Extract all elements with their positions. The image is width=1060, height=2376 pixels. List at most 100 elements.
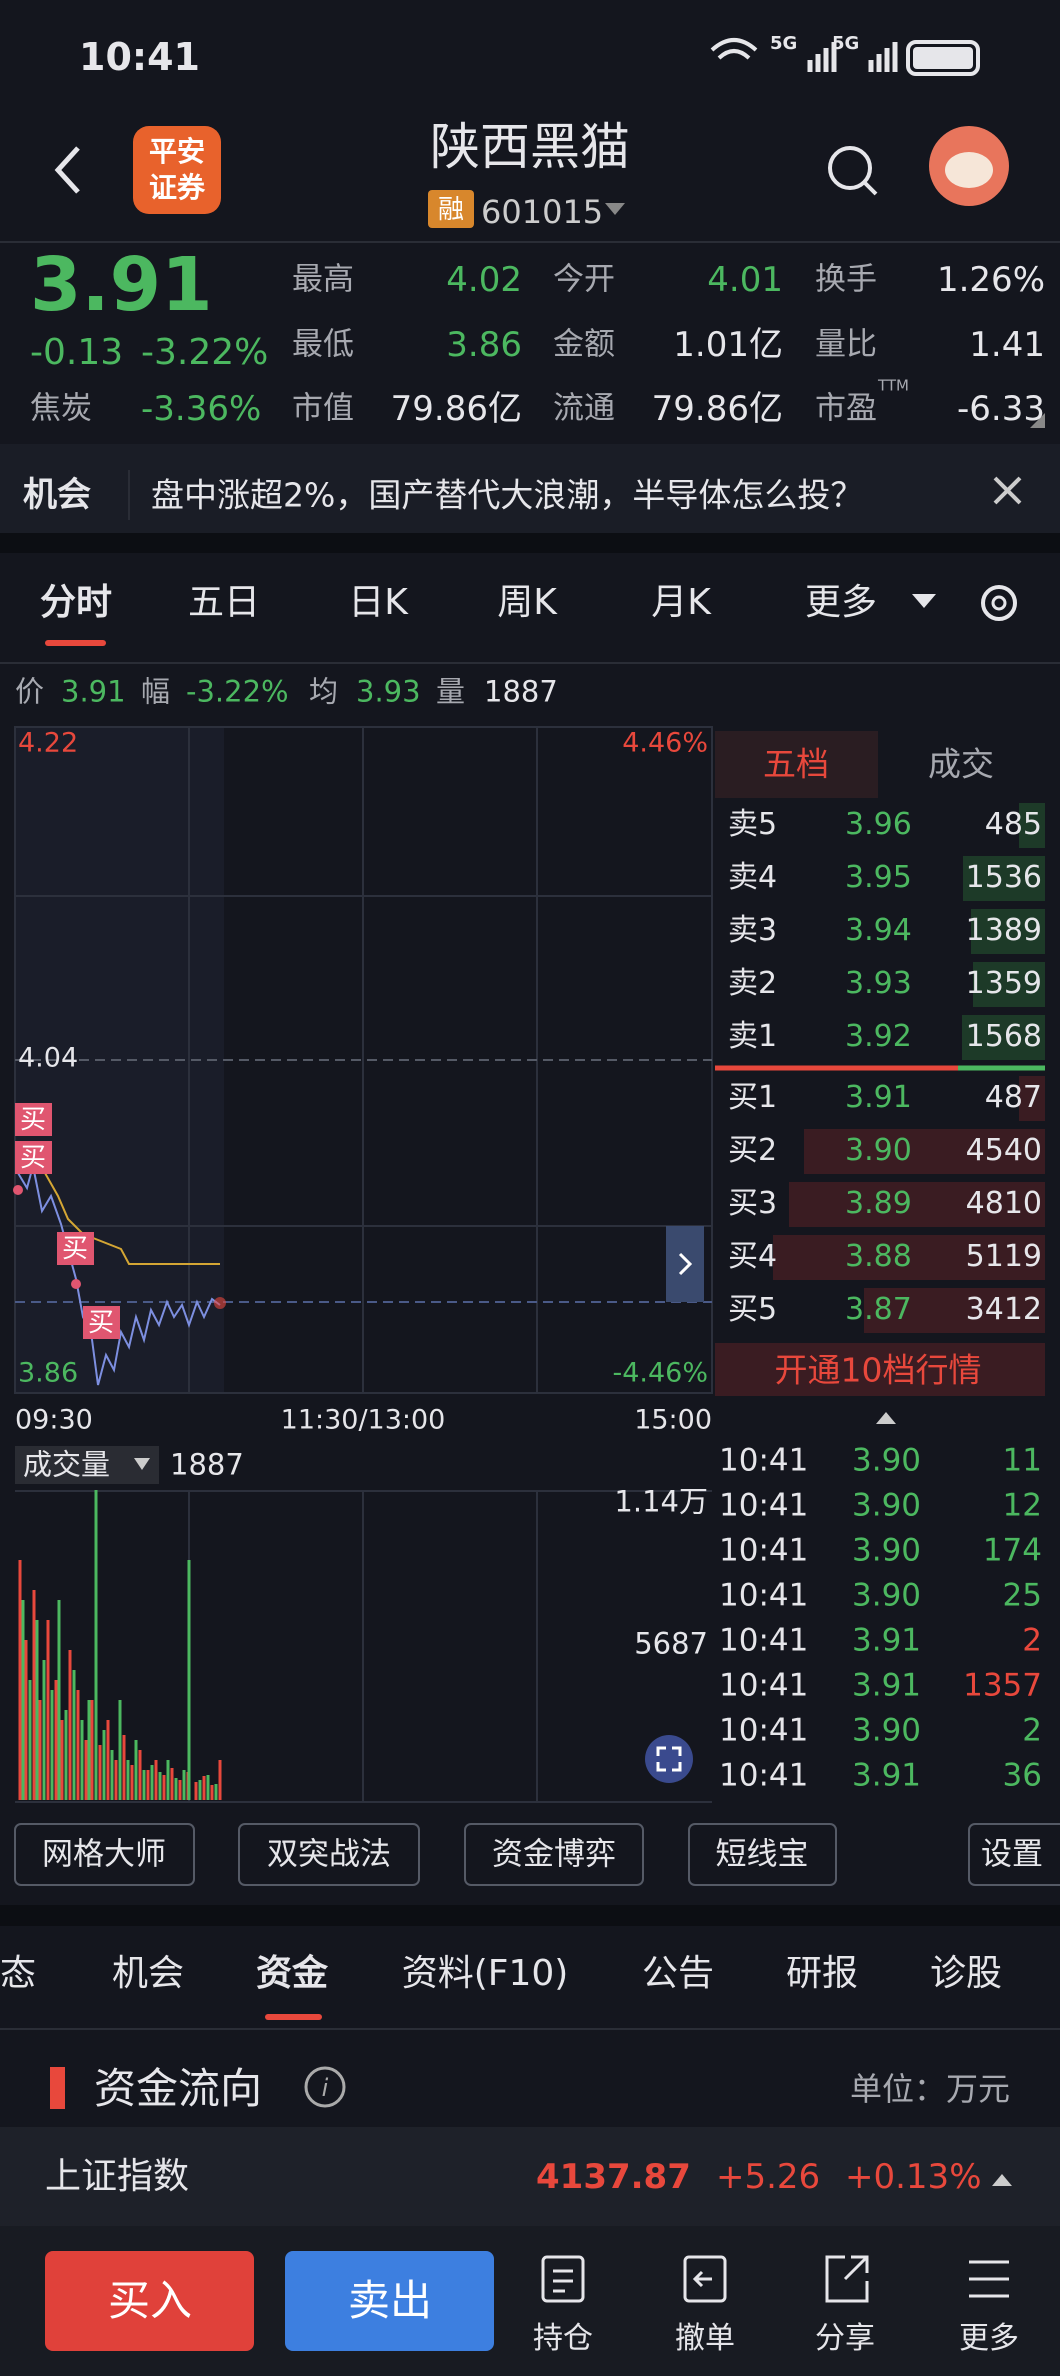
stat-value: 1.26% [936,260,1045,300]
summary-value: -3.22% [186,674,289,709]
buy-mark: 买 [61,1234,89,1264]
info-tab[interactable]: 机会 [111,1953,185,1994]
network-label: 5G [770,33,798,54]
index-expand[interactable] [992,2174,1012,2186]
book-volume: 5119 [965,1239,1042,1274]
trade-time: 10:41 [719,1532,809,1569]
index-bar[interactable] [0,2127,1060,2226]
trade-price: 3.90 [852,1577,922,1614]
book-label: 买4 [728,1239,778,1274]
action-label[interactable]: 撤单 [675,2321,735,2356]
volume-dropdown[interactable] [134,1458,150,1470]
trade-price: 3.91 [852,1622,922,1659]
stat-value: 79.86亿 [390,389,522,429]
volume-header [15,1446,159,1484]
buy-label[interactable]: 买入 [107,2276,193,2325]
book-price: 3.92 [845,1019,912,1054]
tool-button[interactable]: 网格大师 [42,1836,166,1873]
trade-volume: 174 [982,1532,1042,1569]
stat-value: 3.86 [446,325,522,365]
settings-icon-core [991,595,1007,611]
stat-label: 量比 [815,326,877,363]
search-icon[interactable] [828,146,872,190]
sell-label[interactable]: 卖出 [347,2276,433,2325]
book-label: 卖5 [728,807,778,842]
order-tab[interactable]: 五档 [763,744,829,784]
tool-buttons [14,1823,1060,1886]
order-tab[interactable]: 成交 [928,744,994,784]
book-label: 卖2 [728,966,778,1001]
info-icon[interactable] [304,2066,346,2108]
book-label: 卖3 [728,913,778,948]
info-tab[interactable]: 资金 [255,1953,329,1994]
book-volume: 487 [984,1080,1042,1115]
back-icon[interactable] [54,146,80,194]
info-tab[interactable]: 诊股 [929,1953,1003,1994]
action-label[interactable]: 分享 [815,2321,875,2356]
y-label: -4.46% [612,1357,708,1389]
order-tab-active[interactable] [715,731,878,798]
action-label[interactable]: 更多 [959,2321,1019,2356]
trade-volume: 25 [1002,1577,1042,1614]
stat-value: 4.02 [446,260,522,300]
change-pct: -3.22% [141,332,269,373]
expand-panel-button[interactable] [666,1226,704,1302]
summary-label: 均 [309,674,339,709]
upgrade-text[interactable]: 开通10档行情 [774,1350,982,1390]
upgrade-bar[interactable] [715,1343,1045,1396]
tool-button[interactable]: 短线宝 [715,1836,809,1873]
trade-volume: 36 [1002,1757,1042,1794]
index-value: 4137.87 [536,2157,691,2197]
book-price: 3.87 [845,1292,912,1327]
action-label[interactable]: 持仓 [533,2321,593,2356]
trade-price: 3.91 [852,1667,922,1704]
chart-tab[interactable]: 月K [651,582,711,623]
settings-icon[interactable] [981,585,1017,621]
y-label: 3.86 [18,1357,79,1389]
fullscreen-button[interactable] [645,1735,693,1783]
info-tab[interactable]: 公告 [641,1953,715,1994]
signal-icon [807,42,898,72]
trade-time: 10:41 [719,1487,809,1524]
tool-button[interactable]: 资金博弈 [492,1836,616,1873]
book-price: 3.90 [845,1133,912,1168]
collapse-icon[interactable] [876,1412,896,1424]
chart-tab[interactable]: 五日 [187,582,261,623]
news-bar[interactable] [0,444,1060,533]
trade-time: 10:41 [719,1622,809,1659]
info-tab[interactable]: 动态 [0,1953,37,1994]
stat-label: 市值 [292,390,354,427]
news-text[interactable]: 盘中涨超2%，国产替代大浪潮，半导体怎么投？ [151,475,864,515]
summary-value: 3.93 [356,674,421,709]
chart-tab[interactable]: 日K [348,582,408,623]
buy-mark: 买 [87,1308,115,1338]
current-dot [214,1297,226,1309]
info-tab[interactable]: 研报 [785,1953,859,1994]
price-line [17,1165,221,1386]
trade-dot [71,1279,81,1289]
book-volume: 1536 [965,860,1042,895]
sell-button[interactable] [285,2251,494,2351]
tool-button[interactable]: 双突战法 [267,1836,391,1873]
stat-label: 最低 [292,326,354,363]
stat-label: 最高 [292,261,354,298]
chart-tab[interactable]: 更多 [805,582,878,623]
code-dropdown[interactable] [605,203,625,215]
index-change: +5.26 [716,2157,821,2197]
search-handle [862,180,878,196]
margin-badge: 融 [437,195,465,225]
x-label: 11:30/13:00 [280,1404,446,1436]
summary-label: 价 [15,674,45,709]
divider [0,241,1060,520]
buy-button[interactable] [45,2251,254,2351]
buy-mark-bg [15,1103,52,1136]
news-label[interactable]: 机会 [23,475,91,515]
close-icon[interactable] [993,476,1022,505]
info-tab[interactable]: 资料(F10) [401,1953,569,1994]
corner-mark [1030,413,1045,428]
tool-button[interactable]: 设置 [981,1836,1043,1873]
volume-axis: 1.14万 [614,1484,708,1519]
chart-tab[interactable]: 周K [497,582,557,623]
depth-bar [773,1235,1045,1280]
chart-tab[interactable]: 分时 [39,582,113,623]
